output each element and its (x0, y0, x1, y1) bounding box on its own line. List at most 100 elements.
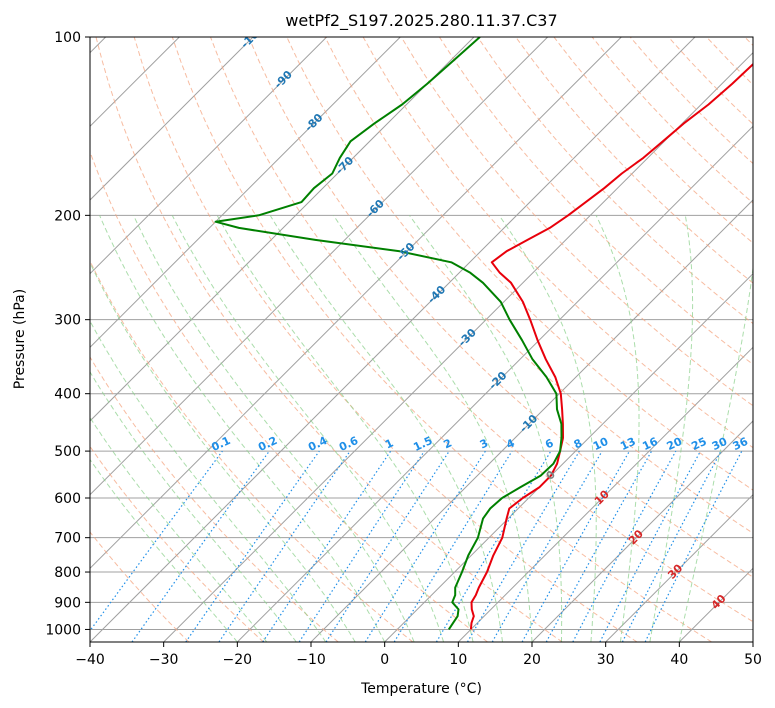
dry-adiabat (668, 37, 753, 125)
mixing-ratio-line (298, 450, 425, 642)
x-axis-label: Temperature (°C) (360, 681, 482, 697)
dry-adiabat (133, 37, 638, 642)
y-tick-label: 400 (54, 387, 81, 403)
dry-adiabat (90, 531, 190, 642)
y-tick-label: 800 (54, 565, 81, 581)
moist-adiabat (99, 215, 386, 642)
isotherm-line (457, 346, 753, 642)
moist-adiabat (90, 416, 268, 642)
mixing-ratio-line (262, 450, 392, 642)
background-lines (90, 37, 753, 642)
mixing-ratio-line (90, 450, 223, 632)
moist-adiabat (678, 264, 753, 642)
dry-adiabat (95, 37, 563, 642)
dry-adiabat (744, 37, 753, 47)
y-tick-label: 700 (54, 531, 81, 547)
y-tick-label: 200 (54, 208, 81, 224)
mixing-ratio-label: 36 (731, 435, 751, 453)
dry-adiabat (90, 356, 339, 642)
moist-adiabat (90, 370, 297, 642)
x-tick-label: 0 (380, 652, 389, 668)
mixing-ratio-label: 13 (618, 435, 637, 453)
mixing-ratio-line (393, 450, 513, 642)
isotherm-line (90, 37, 475, 422)
moist-adiabat (171, 215, 445, 642)
dry-adiabat (706, 37, 753, 86)
mixing-ratio-line (131, 450, 270, 642)
mixing-ratio-label: 20 (665, 435, 685, 453)
dry-adiabat (90, 150, 488, 642)
mixing-ratio-line (644, 450, 743, 642)
y-axis: 100 200 300 400 500 600 700 800 900 1000 (45, 30, 90, 638)
plot-frame (89, 36, 754, 643)
dry-adiabat (515, 37, 753, 284)
isotherm-line (90, 37, 549, 496)
dewpoint-profile (214, 37, 563, 630)
x-tick-label: 50 (744, 652, 762, 668)
isotherm-line (90, 37, 401, 349)
x-tick-label: −40 (75, 652, 105, 668)
y-tick-label: 1000 (45, 622, 81, 638)
moist-adiabat (649, 215, 694, 642)
isotherm-line (90, 37, 254, 201)
mixing-ratio-line (218, 450, 351, 642)
dry-adiabat (438, 37, 753, 366)
reference-line-labels: 0.1 0.2 0.4 0.6 1 1.5 2 3 4 6 8 10 13 16 20 25 30 36-100-… (209, 37, 751, 612)
dry-adiabat (324, 37, 753, 491)
moist-adiabat (498, 215, 597, 642)
x-tick-label: 40 (670, 652, 688, 668)
x-tick-label: 20 (523, 652, 541, 668)
x-tick-label: −10 (296, 652, 326, 668)
moist-adiabat (332, 215, 533, 642)
dry-adiabat (210, 37, 753, 623)
moist-adiabat (133, 215, 415, 642)
mixing-ratio-label: 6 (543, 436, 556, 451)
mixing-ratio-label: 30 (710, 435, 730, 453)
profile-lines (214, 37, 753, 630)
isotherm-line (310, 199, 753, 642)
mixing-ratio-label: 2 (442, 436, 454, 451)
isotherm-line (752, 641, 753, 642)
temperature-profile (469, 62, 753, 630)
isotherm-line (90, 37, 622, 570)
y-tick-label: 900 (54, 595, 81, 611)
x-tick-label: −30 (149, 652, 179, 668)
dry-adiabat (362, 37, 753, 449)
x-tick-label: 10 (449, 652, 467, 668)
isotherm-line (90, 37, 696, 642)
x-tick-label: 30 (597, 652, 615, 668)
dry-adiabat (90, 259, 414, 642)
moist-adiabat (595, 215, 640, 642)
mixing-ratio-line (599, 450, 702, 642)
moist-adiabat (90, 261, 356, 642)
mixing-ratio-line (572, 450, 677, 642)
mixing-ratio-label: 1 (383, 436, 395, 451)
isotherm-line (605, 493, 753, 642)
moist-adiabat (90, 458, 238, 642)
dry-adiabat (591, 37, 753, 204)
moist-adiabat (269, 215, 503, 642)
chart-title: wetPf2_S197.2025.280.11.37.C37 (285, 11, 557, 31)
mixing-ratio-label: 4 (504, 436, 517, 451)
isotherm-line (678, 567, 753, 642)
mixing-ratio-label: 25 (689, 435, 708, 453)
dry-adiabat (248, 37, 753, 578)
isotherm-line (384, 272, 753, 642)
y-tick-label: 500 (54, 444, 81, 460)
y-tick-label: 100 (54, 30, 81, 46)
moist-adiabat (90, 320, 327, 642)
isotherm-line (236, 125, 753, 642)
mixing-ratio-line (521, 450, 631, 642)
moist-adiabat (408, 215, 563, 642)
dry-adiabat (400, 37, 753, 407)
y-axis-label: Pressure (hPa) (12, 289, 28, 389)
mixing-ratio-line (185, 450, 320, 642)
mixing-ratio-line (466, 450, 580, 642)
y-tick-label: 600 (54, 491, 81, 507)
y-tick-label: 300 (54, 313, 81, 329)
x-axis: −40 −30 −20 −10 0 10 20 30 40 50 (75, 642, 762, 668)
mixing-ratio-label: 16 (640, 435, 660, 453)
dry-adiabat (171, 37, 712, 642)
mixing-ratio-line (545, 450, 653, 642)
